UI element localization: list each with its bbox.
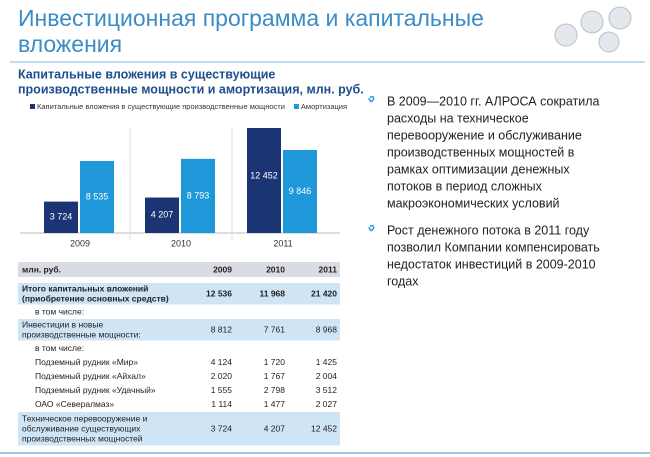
bar: [247, 128, 281, 233]
x-tick-label: 2010: [171, 238, 191, 248]
row-label: в том числе:: [35, 343, 84, 353]
row-value: 1 767: [264, 371, 286, 381]
bar: [145, 197, 179, 233]
row-value: 3 512: [316, 385, 338, 395]
table-header: 2009: [213, 264, 232, 274]
bar: [181, 158, 215, 233]
row-value: 2 798: [264, 385, 286, 395]
row-label: Техническое перевооружение и: [22, 413, 148, 423]
bar: [44, 201, 78, 233]
value-label: 9 846: [289, 186, 312, 196]
value-label: 4 207: [151, 210, 174, 220]
row-label: Подземный рудник «Мир»: [35, 357, 138, 367]
value-label: 12 452: [250, 170, 278, 180]
chart-title: производственные мощности и амортизация,…: [18, 82, 364, 96]
row-value: 1 425: [316, 357, 338, 367]
row-value: 1 114: [211, 399, 232, 409]
bullet-marker: [368, 225, 375, 232]
table-header: 2011: [319, 264, 338, 274]
bullet-text: недостаток инвестиций в 2009-2010: [387, 257, 596, 271]
row-value: 11 968: [259, 288, 285, 298]
row-value: 2 027: [316, 399, 338, 409]
table-header: 2010: [266, 264, 285, 274]
chart-title: Капитальные вложения в существующие: [18, 67, 275, 81]
row-label: Подземный рудник «Удачный»: [35, 385, 156, 395]
row-value: 8 812: [211, 324, 233, 334]
row-value: 12 536: [206, 288, 232, 298]
row-value: 4 207: [264, 423, 286, 433]
table-header-bg: [18, 262, 340, 277]
value-label: 8 535: [86, 191, 109, 201]
bullet-text: производственных мощностей в: [387, 145, 575, 159]
bullet-text: В 2009—2010 гг. АЛРОСА сократила: [387, 94, 600, 108]
row-label: в том числе:: [35, 306, 84, 316]
bullet-text: рамках оптимизации денежных: [387, 162, 570, 176]
row-value: 3 724: [211, 423, 233, 433]
legend-label: Амортизация: [301, 102, 347, 111]
row-value: 7 761: [264, 324, 286, 334]
value-label: 3 724: [50, 212, 73, 222]
bullet-text: расходы на техническое: [387, 111, 529, 125]
row-value: 21 420: [311, 288, 337, 298]
diamond-icons: [554, 6, 632, 53]
row-value: 2 020: [211, 371, 233, 381]
row-label: Подземный рудник «Айхал»: [35, 371, 146, 381]
bullet-text: Рост денежного потока в 2011 году: [387, 223, 590, 237]
row-label: ОАО «Севералмаз»: [35, 399, 114, 409]
x-tick-label: 2011: [273, 238, 292, 248]
row-label: Инвестиции в новые: [22, 319, 103, 329]
row-value: 1 477: [264, 399, 286, 409]
row-label: Итого капитальных вложений: [22, 283, 148, 293]
row-bg: [18, 412, 340, 446]
row-label: обслуживание существующих: [22, 423, 141, 433]
bullet-text: макроэкономических условий: [387, 196, 560, 210]
table-header: млн. руб.: [22, 264, 61, 274]
row-value: 2 004: [316, 371, 338, 381]
row-value: 4 124: [211, 357, 233, 367]
row-value: 1 720: [264, 357, 286, 367]
row-bg: [18, 319, 340, 341]
legend-swatch: [293, 104, 299, 109]
row-label: (приобретение основных средств): [22, 293, 169, 303]
bullet-marker: [368, 96, 375, 103]
bar: [80, 161, 114, 233]
bullet-text: позволил Компании компенсировать: [387, 240, 600, 254]
page-title: Инвестиционная программа и капитальные: [18, 5, 484, 31]
row-bg: [18, 283, 340, 305]
legend-label: Капитальные вложения в существующие прои…: [37, 102, 285, 111]
row-label: производственные мощности:: [22, 329, 141, 339]
row-value: 1 555: [211, 385, 233, 395]
value-label: 8 793: [187, 190, 210, 200]
page-title: вложения: [18, 31, 122, 57]
bullet-text: потоков в период сложных: [387, 179, 543, 193]
bullet-text: перевооружение и обслуживание: [387, 128, 582, 142]
row-label: производственных мощностей: [22, 433, 143, 443]
x-tick-label: 2009: [70, 238, 90, 248]
bar: [283, 149, 317, 233]
legend-swatch: [30, 104, 35, 109]
row-value: 12 452: [311, 423, 337, 433]
row-value: 8 968: [316, 324, 338, 334]
bullet-text: годах: [387, 274, 419, 288]
